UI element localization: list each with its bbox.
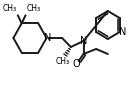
Text: N: N (80, 36, 87, 46)
Text: O: O (73, 59, 80, 69)
Text: N: N (119, 27, 126, 37)
Text: N: N (44, 33, 51, 43)
Text: CH₃: CH₃ (56, 58, 70, 67)
Text: CH₃: CH₃ (27, 4, 41, 13)
Text: CH₃: CH₃ (3, 4, 17, 13)
